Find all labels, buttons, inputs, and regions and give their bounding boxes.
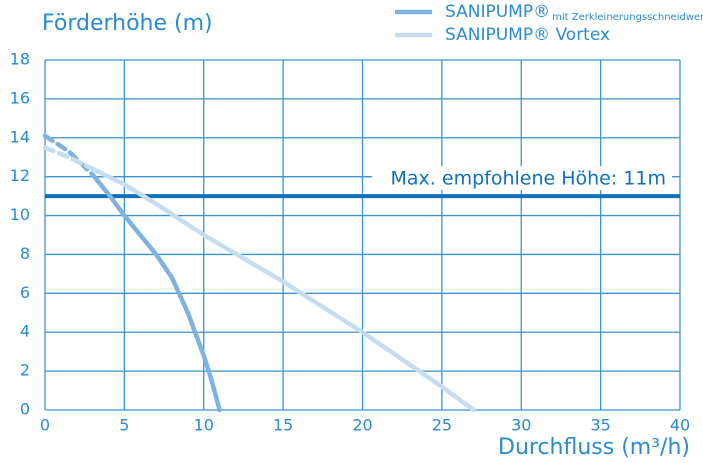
- legend-label: SANIPUMP® Vortex: [445, 25, 610, 45]
- y-tick-label: 0: [20, 400, 30, 419]
- x-tick-label: 20: [352, 416, 372, 435]
- legend-label: SANIPUMP® mit Zerkleinerungsschneidwerk: [445, 2, 703, 23]
- y-tick-label: 18: [10, 50, 30, 69]
- x-tick-label: 5: [119, 416, 129, 435]
- threshold-label-bg: [372, 166, 672, 191]
- x-tick-label: 35: [590, 416, 610, 435]
- x-tick-label: 15: [273, 416, 293, 435]
- y-tick-label: 4: [20, 322, 30, 341]
- x-axis-label: Durchfluss (m³/h): [498, 435, 690, 460]
- series-line: [90, 166, 476, 413]
- x-tick-label: 25: [432, 416, 452, 435]
- legend-note: mit Zerkleinerungsschneidwerk: [552, 12, 703, 23]
- x-tick-label: 40: [670, 416, 690, 435]
- x-tick-label: 0: [40, 416, 50, 435]
- y-tick-label: 10: [10, 205, 30, 224]
- legend-name: SANIPUMP®: [445, 2, 550, 22]
- chart-title: Förderhöhe (m): [42, 11, 213, 36]
- series-line: [90, 172, 222, 413]
- legend-name: SANIPUMP® Vortex: [445, 25, 610, 45]
- threshold-label: Max. empfohlene Höhe: 11m: [391, 168, 666, 190]
- y-tick-label: 12: [10, 166, 30, 185]
- x-tick-label: 30: [511, 416, 531, 435]
- x-tick-label: 10: [194, 416, 214, 435]
- y-tick-label: 2: [20, 361, 30, 380]
- series-line: [42, 145, 95, 172]
- y-tick-label: 8: [20, 244, 30, 263]
- y-tick-label: 6: [20, 283, 30, 302]
- y-tick-label: 16: [10, 88, 30, 107]
- y-tick-label: 14: [10, 127, 30, 146]
